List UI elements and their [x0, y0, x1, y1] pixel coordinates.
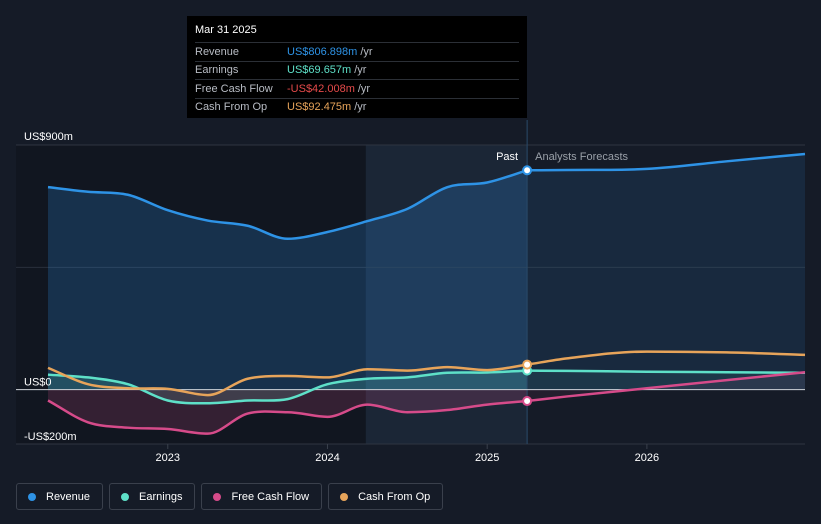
area-revenue: [48, 170, 528, 390]
legend-item-free-cash-flow[interactable]: Free Cash Flow: [201, 483, 323, 510]
tooltip-value: US$69.657m: [287, 64, 352, 77]
tooltip-label: Revenue: [195, 45, 240, 58]
x-tick-label: 2024: [315, 452, 339, 464]
forecast-line-free-cash-flow: [526, 370, 806, 403]
legend-label: Cash From Op: [358, 490, 431, 503]
legend-dot-icon: [121, 492, 130, 501]
legend: Revenue Earnings Free Cash Flow Cash Fro…: [16, 483, 444, 510]
forecast-label: Analysts Forecasts: [535, 151, 628, 163]
tooltip-value: US$92.475m: [287, 101, 352, 114]
legend-dot-icon: [28, 492, 36, 501]
legend-label: Revenue: [46, 490, 91, 503]
tooltip-unit: /yr: [360, 45, 373, 58]
tooltip-unit: /yr: [354, 101, 367, 114]
highlight-band: [365, 145, 528, 444]
legend-item-revenue[interactable]: Revenue: [16, 483, 104, 510]
marker-cash-from-op: [522, 359, 533, 370]
forecast-line-earnings: [527, 369, 806, 375]
marker-free-cash-flow: [522, 396, 533, 407]
forecast-area-revenue: [527, 153, 805, 390]
tooltip-unit: /yr: [357, 82, 371, 95]
legend-dot-icon: [213, 492, 222, 501]
line-earnings: [47, 369, 528, 405]
tooltip-value: -US$42.008m: [287, 82, 355, 95]
forecast-area-earnings: [527, 370, 805, 390]
legend-item-cash-from-op[interactable]: Cash From Op: [328, 483, 444, 510]
legend-item-earnings[interactable]: Earnings: [109, 483, 196, 510]
x-tick-label: 2026: [635, 452, 659, 464]
forecast-line-revenue: [527, 152, 806, 172]
tooltip-unit: /yr: [354, 64, 367, 77]
tooltip-row-earnings: Earnings US$69.657m /yr: [195, 60, 519, 80]
tooltip: Mar 31 2025 Revenue US$806.898m /yr Earn…: [187, 16, 527, 118]
forecast-line-cash-from-op: [526, 350, 806, 366]
legend-label: Free Cash Flow: [231, 490, 310, 503]
tooltip-row-revenue: Revenue US$806.898m /yr: [195, 42, 519, 61]
past-label: Past: [496, 151, 518, 163]
tooltip-label: Earnings: [195, 64, 239, 77]
marker-revenue: [522, 165, 533, 176]
tooltip-label: Free Cash Flow: [195, 82, 273, 95]
y-tick-label: US$0: [24, 377, 52, 389]
tooltip-row-free-cash-flow: Free Cash Flow -US$42.008m /yr: [195, 79, 519, 98]
line-revenue: [47, 169, 528, 241]
legend-dot-icon: [340, 492, 349, 501]
line-free-cash-flow: [47, 399, 528, 435]
tooltip-value: US$806.898m: [287, 45, 358, 58]
tooltip-label: Cash From Op: [195, 101, 268, 114]
y-tick-label: US$900m: [24, 131, 73, 143]
y-tick-label: -US$200m: [24, 431, 77, 443]
x-tick-label: 2023: [156, 452, 180, 464]
tooltip-date: Mar 31 2025: [195, 24, 257, 36]
tooltip-row-cash-from-op: Cash From Op US$92.475m /yr: [195, 97, 519, 117]
x-tick-label: 2025: [475, 452, 499, 464]
line-cash-from-op: [47, 363, 528, 397]
legend-label: Earnings: [139, 490, 183, 503]
area-earnings: [48, 370, 528, 404]
